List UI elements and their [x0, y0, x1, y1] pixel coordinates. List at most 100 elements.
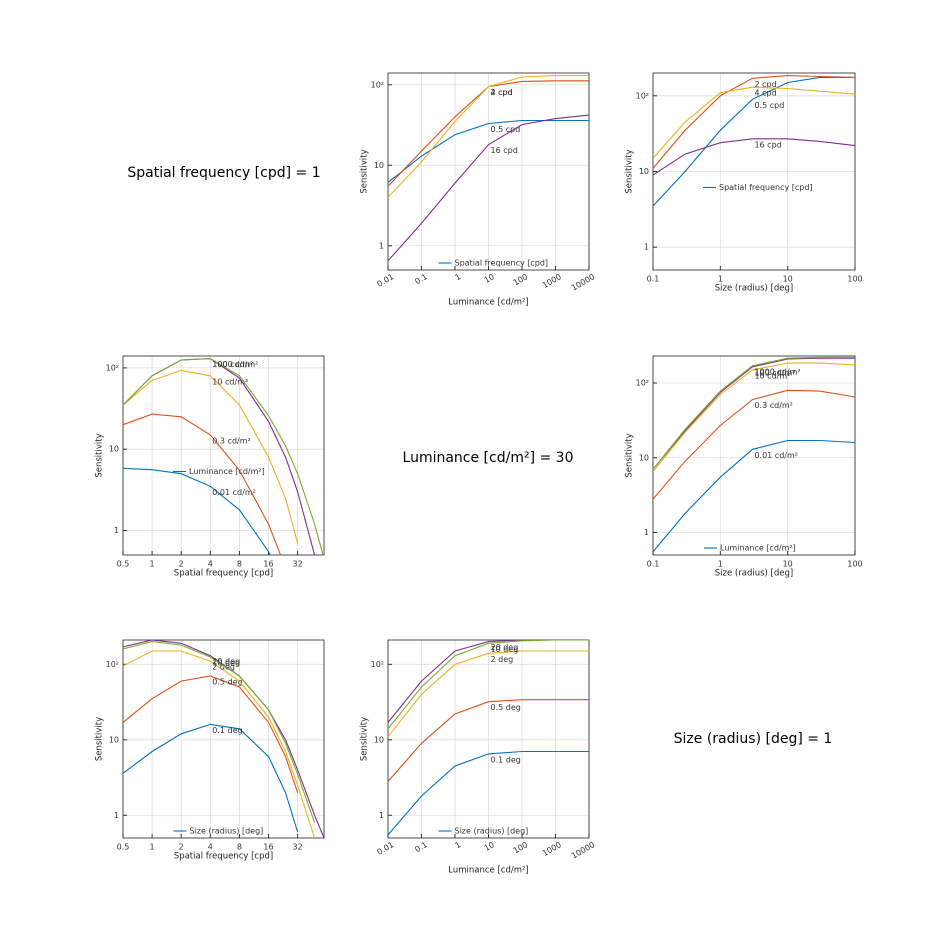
y-axis-label: Sensitivity: [95, 717, 105, 761]
x-tick-label: 0.1: [647, 560, 660, 569]
chart: 0.5 1 2 4 8 16 32 1 10 10² Spatial frequency [cpd]…: [95, 639, 325, 862]
x-tick-label: 32: [293, 560, 303, 569]
series-label: 10 deg: [212, 659, 240, 668]
x-tick-label: 0.1: [413, 840, 429, 854]
y-tick-label: 1: [114, 526, 119, 535]
x-axis-label: Spatial frequency [cpd]: [174, 852, 273, 862]
x-tick-label: 0.1: [413, 272, 429, 286]
series-line: [123, 413, 282, 555]
series-line: [123, 650, 316, 838]
x-tick-label: 10000: [570, 840, 597, 861]
x-tick-label: 8: [237, 560, 242, 569]
y-axis-label: Sensitivity: [625, 433, 635, 477]
legend-text: Luminance [cd/m²]: [189, 467, 265, 476]
y-tick-label: 10: [374, 161, 384, 170]
series-line: [653, 362, 855, 473]
series-label: 0.5 cpd: [754, 101, 784, 110]
y-tick-label: 1: [379, 241, 384, 250]
x-axis-label: Spatial frequency [cpd]: [174, 569, 273, 579]
chart: 0.01 0.1 1 10 100 1000 10000 1 10 10² Luminance [c…: [360, 72, 597, 308]
axes-box: [122, 639, 325, 839]
series-line: [653, 86, 855, 159]
x-tick-label: 2: [179, 560, 184, 569]
y-axis-label: Sensitivity: [95, 433, 105, 477]
panel-label: Luminance [cd/m²] = 30: [403, 450, 574, 466]
x-tick-label: 1: [454, 272, 463, 282]
axes-box: [387, 72, 590, 271]
series-label: 2 deg: [212, 663, 235, 672]
x-tick-label: 1: [150, 843, 155, 852]
series-line: [388, 750, 589, 836]
x-tick-label: 100: [847, 560, 862, 569]
x-axis-label: Size (radius) [deg]: [715, 284, 793, 294]
series-label: 16 cpd: [491, 146, 518, 155]
x-tick-label: 0.5: [117, 560, 130, 569]
series-line: [653, 75, 855, 169]
series-line: [388, 75, 589, 198]
series-line: [388, 119, 589, 183]
series-label: 100 cd/m²: [754, 368, 795, 377]
y-tick-label: 10: [639, 453, 649, 462]
axes-box: [652, 72, 856, 271]
series-label: 0.01 cd/m²: [754, 451, 798, 460]
x-tick-label: 100: [847, 275, 862, 284]
axes-box: [652, 355, 856, 556]
y-tick-label: 10: [639, 167, 649, 176]
y-tick-label: 10: [109, 445, 119, 454]
x-tick-label: 4: [208, 560, 213, 569]
x-tick-label: 10: [483, 840, 496, 853]
series-line: [388, 650, 589, 738]
x-tick-label: 32: [293, 843, 303, 852]
x-tick-label: 1000: [541, 840, 563, 858]
x-tick-label: 1: [150, 560, 155, 569]
x-tick-label: 0.01: [376, 840, 396, 857]
x-tick-label: 0.1: [647, 275, 660, 284]
chart: 0.5 1 2 4 8 16 32 1 10 10² Spatial frequency [cpd]…: [95, 355, 325, 579]
series-label: 0.5 cpd: [491, 125, 521, 134]
series-label: 0.3 cd/m²: [212, 436, 250, 445]
series-line: [123, 358, 324, 555]
series-label: 0.01 cd/m²: [212, 488, 256, 497]
series-label: 0.5 deg: [491, 703, 521, 712]
legend-text: Luminance [cd/m²]: [720, 544, 796, 553]
series-line: [388, 699, 589, 782]
y-tick-label: 1: [114, 811, 119, 820]
series-label: 4 cpd: [491, 88, 513, 97]
y-tick-label: 10²: [636, 379, 649, 388]
series-line: [653, 439, 855, 553]
series-line: [123, 675, 299, 793]
chart: 0.1 1 10 100 1 10 10² Size (radius) [deg] Sensit…: [625, 72, 863, 294]
series-label: 10 cd/m²: [212, 377, 248, 386]
y-axis-label: Sensitivity: [625, 149, 635, 193]
y-tick-label: 10²: [106, 660, 119, 669]
y-axis-label: Sensitivity: [360, 149, 370, 193]
series-label: 0.5 deg: [212, 678, 242, 687]
series-line: [653, 389, 855, 500]
y-tick-label: 10: [109, 735, 119, 744]
series-line: [123, 723, 299, 833]
x-tick-label: 1: [718, 275, 723, 284]
legend-text: Size (radius) [deg]: [455, 827, 529, 836]
y-tick-label: 10²: [371, 660, 384, 669]
x-tick-label: 10000: [570, 272, 597, 293]
series-label: 20 deg: [212, 657, 240, 666]
chart: 0.01 0.1 1 10 100 1000 10000 1 10 10² Luminance [c…: [360, 639, 597, 876]
x-tick-label: 1: [718, 560, 723, 569]
y-axis-label: Sensitivity: [360, 717, 370, 761]
axes-box: [387, 639, 590, 839]
y-tick-label: 1: [644, 528, 649, 537]
chart: 0.1 1 10 100 1 10 10² Size (radius) [deg] Sensit…: [625, 355, 863, 579]
series-label: 2 deg: [491, 655, 514, 664]
x-tick-label: 10: [483, 272, 496, 285]
series-label: 2 cpd: [491, 88, 513, 97]
series-label: 4 cpd: [754, 89, 776, 98]
series-line: [653, 76, 855, 207]
x-axis-label: Luminance [cd/m²]: [448, 866, 528, 876]
x-axis-label: Luminance [cd/m²]: [448, 298, 528, 308]
legend-text: Spatial frequency [cpd]: [455, 259, 549, 268]
x-tick-label: 100: [512, 272, 530, 287]
series-label: 20 deg: [491, 643, 519, 652]
series-label: 0.3 cd/m²: [754, 401, 792, 410]
x-tick-label: 16: [263, 843, 273, 852]
